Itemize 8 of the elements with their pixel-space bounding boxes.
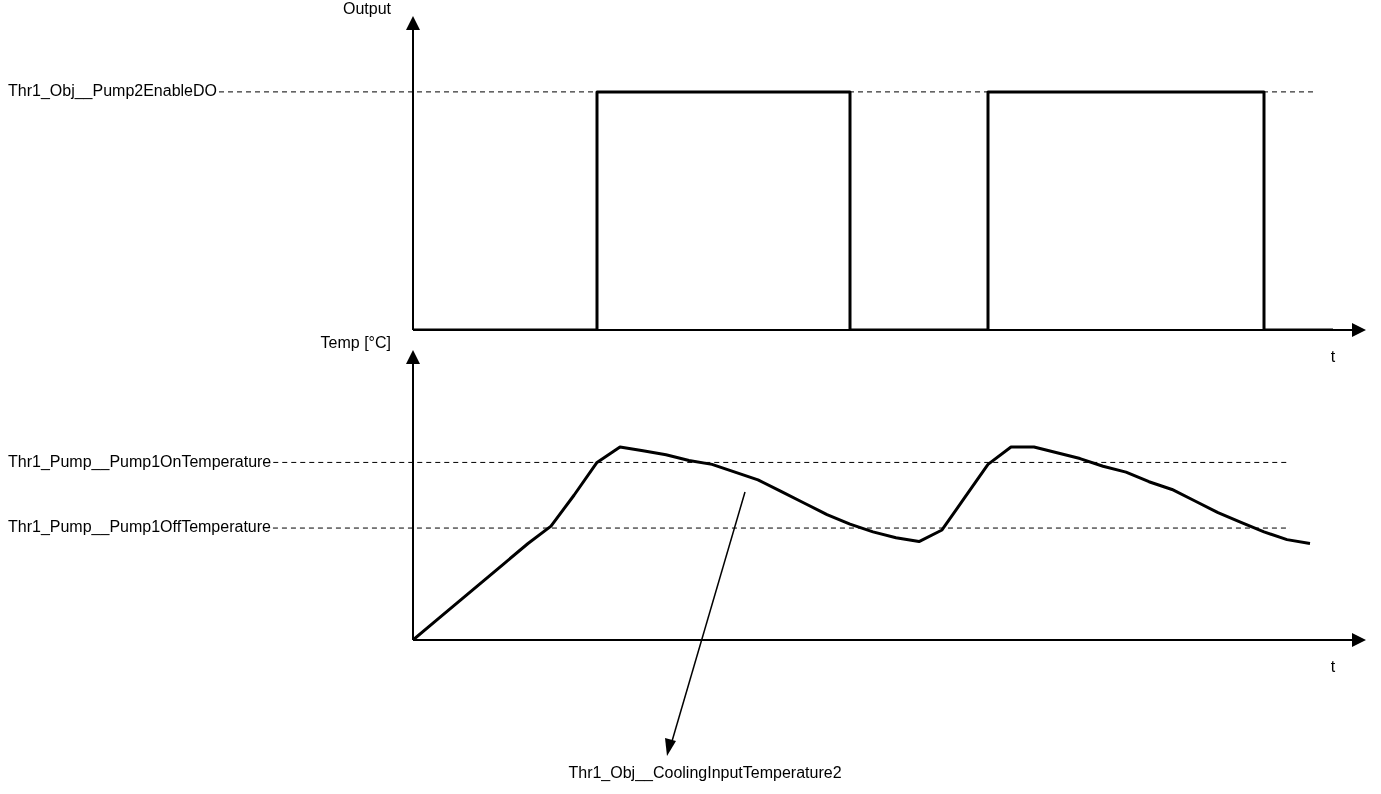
y-axis-title: Temp [°C] — [320, 334, 391, 352]
x-axis-title: t — [1329, 348, 1337, 366]
ref-line-label: Thr1_Obj__Pump2EnableDO — [8, 82, 218, 101]
ref-line-label: Thr1_Pump__Pump1OnTemperature — [8, 452, 272, 471]
ref-line-label: Thr1_Pump__Pump1OffTemperature — [8, 518, 272, 537]
y-axis-title: Output — [342, 0, 391, 18]
text: Thr1_Obj__CoolingInputTemperature2 — [567, 764, 843, 782]
x-axis-title: t — [1329, 658, 1337, 676]
